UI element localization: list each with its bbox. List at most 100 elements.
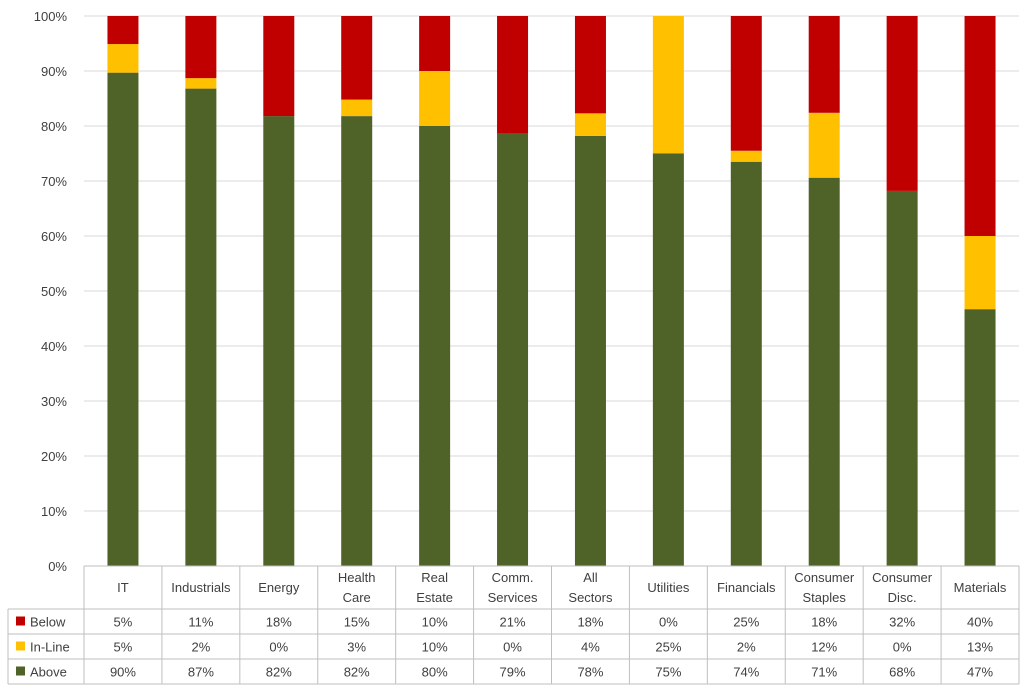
data-label: 90%: [110, 665, 136, 680]
category-label: Comm. Services: [488, 570, 538, 605]
y-tick-label: 30%: [41, 394, 67, 409]
y-tick-label: 100%: [34, 9, 68, 24]
data-label: 79%: [500, 665, 526, 680]
data-label: 75%: [655, 665, 681, 680]
data-label: 25%: [733, 615, 759, 630]
data-label: 78%: [577, 665, 603, 680]
bar-segment-below: [185, 16, 217, 79]
data-label: 68%: [889, 665, 915, 680]
category-label: Consumer Staples: [794, 570, 855, 605]
data-label: 18%: [266, 615, 292, 630]
category-label: Financials: [717, 580, 776, 595]
data-label: 18%: [811, 615, 837, 630]
category-label: Real Estate: [416, 570, 453, 605]
bar-segment-in-line: [652, 16, 684, 154]
y-tick-label: 90%: [41, 64, 67, 79]
data-label: 10%: [422, 615, 448, 630]
data-label: 82%: [266, 665, 292, 680]
bar-segment-above: [419, 126, 451, 566]
category-label: Industrials: [171, 580, 231, 595]
bar-segment-in-line: [185, 78, 217, 89]
data-label: 15%: [344, 615, 370, 630]
bar-segment-above: [185, 88, 217, 566]
data-label: 47%: [967, 665, 993, 680]
data-label: 21%: [500, 615, 526, 630]
data-label: 82%: [344, 665, 370, 680]
y-tick-label: 60%: [41, 229, 67, 244]
bar-segment-above: [808, 177, 840, 566]
data-label: 0%: [659, 615, 678, 630]
category-label: Health Care: [338, 570, 376, 605]
category-label: Materials: [954, 580, 1007, 595]
bar-segment-below: [107, 16, 139, 45]
y-tick-label: 0%: [48, 559, 67, 574]
y-tick-label: 80%: [41, 119, 67, 134]
bar-segment-below: [730, 16, 762, 151]
category-label: Energy: [258, 580, 300, 595]
data-label: 10%: [422, 640, 448, 655]
bar-segment-in-line: [964, 236, 996, 310]
gridlines: [84, 15, 1019, 567]
data-label: 13%: [967, 640, 993, 655]
data-label: 2%: [191, 640, 210, 655]
bar-segment-below: [341, 16, 373, 100]
y-tick-label: 20%: [41, 449, 67, 464]
legend-key-above: [16, 666, 25, 676]
bar-segment-below: [574, 16, 606, 114]
category-label: Utilities: [647, 580, 689, 595]
data-label: 2%: [737, 640, 756, 655]
bar-segment-below: [419, 16, 451, 71]
bar-segment-below: [263, 16, 295, 117]
legend-label: Below: [30, 615, 66, 630]
data-label: 3%: [347, 640, 366, 655]
bar-segment-above: [263, 116, 295, 566]
category-label: Consumer Disc.: [872, 570, 933, 605]
data-label: 40%: [967, 615, 993, 630]
data-label: 11%: [188, 615, 213, 630]
y-tick-label: 70%: [41, 174, 67, 189]
y-axis-ticks: 0% 10% 20% 30% 40% 50% 60% 70% 80% 90% 100%: [34, 9, 68, 574]
legend-label: In-Line: [30, 640, 70, 655]
bar-segment-above: [730, 161, 762, 566]
bar-segment-in-line: [808, 112, 840, 178]
data-label: 71%: [811, 665, 837, 680]
data-label: 12%: [811, 640, 837, 655]
y-tick-label: 10%: [41, 504, 67, 519]
data-label: 74%: [733, 665, 759, 680]
category-label: All Sectors: [568, 570, 613, 605]
bar-segment-in-line: [107, 44, 139, 73]
data-label: 4%: [581, 640, 600, 655]
data-label: 80%: [422, 665, 448, 680]
data-label: 32%: [889, 615, 915, 630]
legend-label: Above: [30, 665, 67, 680]
data-label: 87%: [188, 665, 214, 680]
bar-segment-in-line: [341, 99, 373, 117]
y-tick-label: 40%: [41, 339, 67, 354]
data-label: 5%: [114, 615, 133, 630]
bar-segment-above: [341, 116, 373, 566]
bar-segment-in-line: [730, 150, 762, 162]
bar-segment-above: [574, 135, 606, 566]
bar-segment-above: [107, 72, 139, 567]
bar-segment-below: [886, 16, 918, 191]
data-label: 5%: [114, 640, 133, 655]
data-label: 18%: [577, 615, 603, 630]
bar-segment-above: [886, 190, 918, 566]
bar-segment-below: [497, 16, 529, 134]
bar-segment-below: [964, 16, 996, 236]
data-label: 25%: [655, 640, 681, 655]
category-label: IT: [117, 580, 129, 595]
bar-segment-above: [964, 309, 996, 566]
y-tick-label: 50%: [41, 284, 67, 299]
data-label: 0%: [893, 640, 912, 655]
bar-segment-in-line: [419, 71, 451, 126]
bar-segment-in-line: [574, 113, 606, 136]
bar-segment-above: [497, 133, 529, 566]
data-table: IT Industrials Energy Health Care Real Estate C…: [7, 565, 1020, 685]
bar-segment-below: [808, 16, 840, 113]
legend-key-below: [16, 616, 25, 626]
data-label: 0%: [269, 640, 288, 655]
data-label: 0%: [503, 640, 522, 655]
bar-segment-above: [652, 153, 684, 566]
